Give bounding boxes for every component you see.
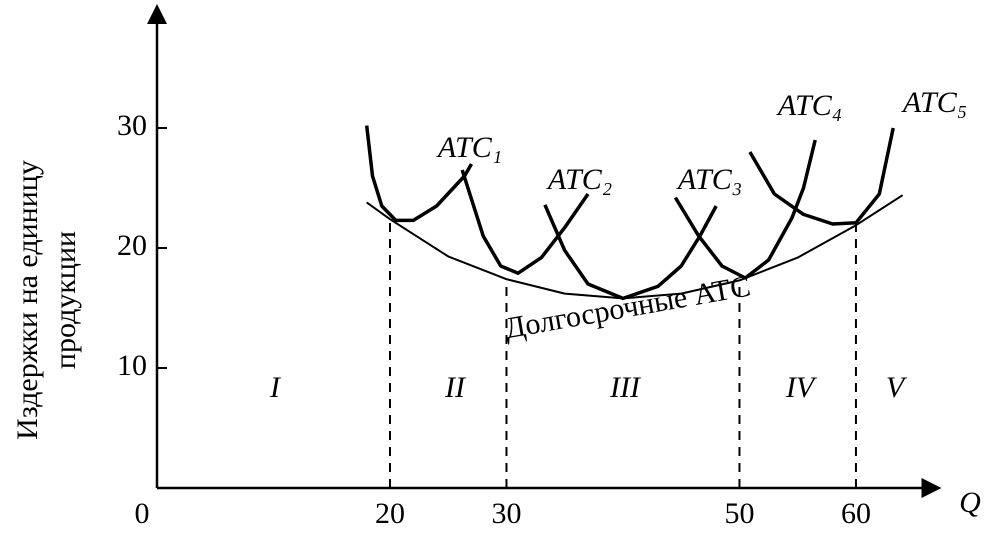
curve bbox=[543, 204, 718, 301]
x-tick-label: 60 bbox=[841, 497, 871, 530]
curve-label: ATC₁ bbox=[436, 131, 502, 164]
x-tick-label: 50 bbox=[724, 497, 754, 530]
curve bbox=[366, 194, 904, 300]
y-tick-label: 30 bbox=[117, 109, 147, 142]
curve-label: Долгосрочные ATC bbox=[502, 270, 753, 346]
curve bbox=[673, 139, 817, 280]
region-label: II bbox=[444, 371, 467, 404]
x-axis-label: Q bbox=[959, 486, 981, 519]
y-tick-label: 20 bbox=[117, 229, 147, 262]
curve bbox=[460, 169, 590, 275]
region-label: III bbox=[609, 371, 642, 404]
x-tick-label: 20 bbox=[375, 497, 405, 530]
curve-label: ATC₄ bbox=[776, 89, 842, 122]
region-label: I bbox=[269, 371, 282, 404]
curve-label: ATC₅ bbox=[901, 86, 967, 119]
curve-label: ATC₃ bbox=[676, 163, 742, 196]
region-label: IV bbox=[785, 371, 818, 404]
y-axis-label: продукции bbox=[49, 231, 82, 369]
curve-label: ATC₂ bbox=[546, 163, 612, 196]
curve bbox=[364, 125, 474, 223]
x-tick-label: 30 bbox=[491, 497, 521, 530]
y-axis-label: Издержки на единицу bbox=[11, 160, 44, 440]
x-tick-label: 0 bbox=[135, 497, 150, 530]
curve bbox=[748, 127, 895, 226]
y-tick-label: 10 bbox=[117, 349, 147, 382]
region-label: V bbox=[886, 371, 908, 404]
